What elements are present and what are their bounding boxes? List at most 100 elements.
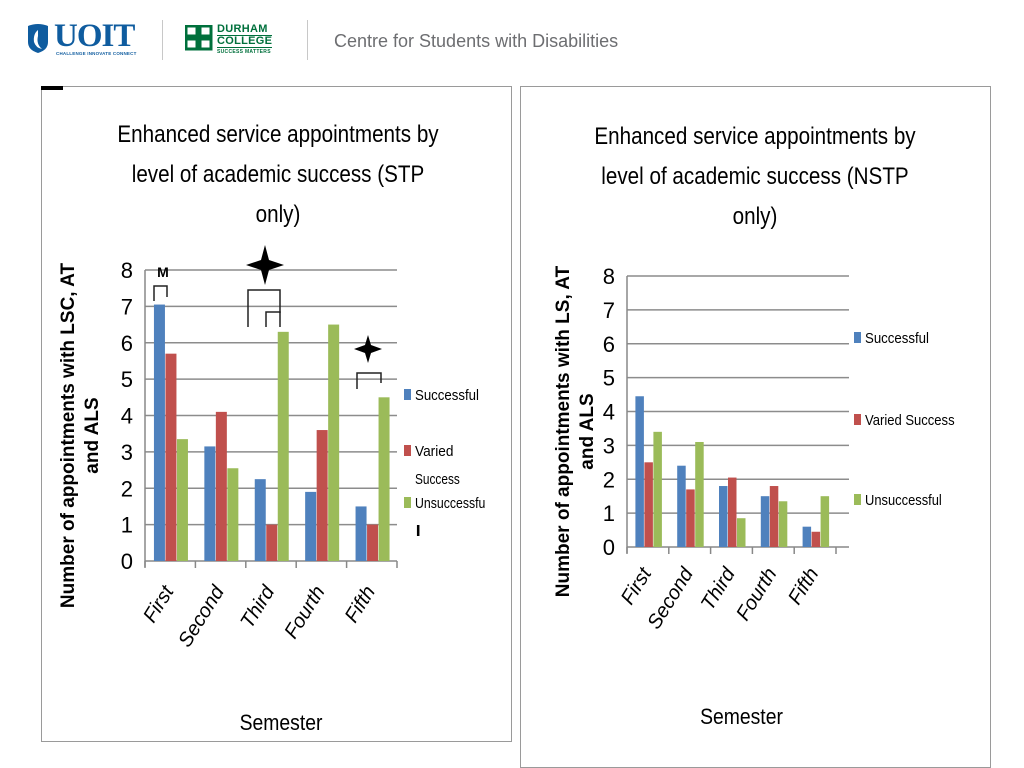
- significance-bracket: [265, 311, 281, 327]
- legend-label: Unsuccessfu: [415, 495, 485, 512]
- x-axis-label: Semester: [700, 705, 783, 729]
- y-tick-label: 6: [603, 332, 615, 357]
- y-axis-label: Number of appointments with LSC, AT: [58, 263, 79, 609]
- chart-panel-nstp: Enhanced service appointments by level o…: [520, 86, 991, 768]
- significance-bracket: [153, 285, 168, 301]
- bar-successful: [254, 479, 266, 561]
- x-tick-label: First: [139, 581, 179, 627]
- y-tick-label: 1: [603, 501, 615, 526]
- uoit-shield-icon: [28, 24, 48, 53]
- y-tick-label: 5: [121, 367, 133, 392]
- bar-unsuccessful: [653, 431, 662, 547]
- bar-successful: [635, 396, 644, 547]
- legend-label: l: [415, 523, 421, 540]
- durham-logo-line2: COLLEGE: [217, 35, 273, 48]
- x-tick-label: Fourth: [280, 582, 329, 643]
- legend-swatch: [404, 389, 411, 400]
- y-tick-label: 3: [121, 440, 133, 465]
- header-title: Centre for Students with Disabilities: [334, 31, 619, 51]
- y-tick-label: 7: [121, 294, 133, 319]
- legend-label: Unsuccessful: [865, 492, 942, 509]
- slide-header: UOIT CHALLENGE INNOVATE CONNECT DURHAM C…: [0, 0, 1024, 84]
- bar-varied: [316, 430, 328, 561]
- bar-varied: [215, 411, 227, 561]
- legend-label: Successful: [865, 330, 929, 347]
- chart-title: Enhanced service appointments by level o…: [106, 115, 450, 235]
- y-axis-label: Number of appointments with LS, AT: [553, 265, 574, 597]
- bar-unsuccessful: [737, 518, 746, 547]
- x-tick-label: Fourth: [732, 564, 781, 625]
- x-tick-label: Fifth: [784, 564, 823, 609]
- bar-successful: [153, 304, 165, 561]
- bar-varied: [367, 524, 379, 561]
- y-tick-label: 2: [603, 467, 615, 492]
- bar-unsuccessful: [778, 501, 788, 547]
- legend-label: Varied Success: [865, 412, 955, 429]
- panel-corner-mark: [41, 86, 63, 90]
- bar-unsuccessful: [820, 496, 830, 547]
- bar-successful: [719, 486, 728, 547]
- bar-successful: [760, 496, 770, 547]
- header-divider: [307, 20, 308, 60]
- legend-label: Varied: [415, 443, 453, 460]
- annotation-label: M: [157, 264, 169, 280]
- bar-unsuccessful: [227, 468, 239, 561]
- bar-varied: [811, 531, 821, 547]
- star-icon: [246, 245, 284, 285]
- y-tick-label: 7: [603, 298, 615, 323]
- legend-swatch: [854, 414, 861, 425]
- bar-varied: [728, 477, 737, 547]
- bar-unsuccessful: [277, 331, 289, 561]
- y-axis-label: and ALS: [577, 393, 598, 469]
- y-tick-label: 3: [603, 433, 615, 458]
- y-tick-label: 8: [121, 258, 133, 283]
- bar-varied: [769, 486, 779, 547]
- chart-title-line: Enhanced service appointments by: [594, 123, 916, 150]
- y-tick-label: 1: [121, 513, 133, 538]
- chart-title-line: level of academic success (NSTP: [601, 163, 909, 190]
- legend-label: Successful: [415, 387, 479, 404]
- uoit-logo-text: UOIT: [54, 18, 135, 54]
- y-tick-label: 0: [603, 535, 615, 560]
- y-tick-label: 8: [603, 264, 615, 289]
- y-tick-label: 5: [603, 366, 615, 391]
- bar-successful: [305, 491, 317, 561]
- star-icon: [354, 335, 382, 363]
- bar-varied: [686, 489, 695, 547]
- chart-title-line: only): [255, 201, 301, 228]
- bar-successful: [204, 446, 216, 561]
- chart-panel-stp: Enhanced service appointments by level o…: [41, 86, 512, 742]
- significance-bracket: [247, 289, 281, 327]
- chart-title-line: Enhanced service appointments by: [117, 121, 439, 148]
- x-tick-label: First: [617, 563, 657, 609]
- header-divider: [162, 20, 163, 60]
- x-tick-label: Third: [697, 563, 740, 614]
- bar-varied: [165, 353, 177, 561]
- uoit-tagline: CHALLENGE INNOVATE CONNECT: [56, 51, 137, 56]
- x-tick-label: Third: [236, 581, 279, 632]
- y-tick-label: 0: [121, 549, 133, 574]
- durham-college-logo: DURHAM COLLEGE SUCCESS MATTERS: [185, 24, 295, 60]
- bar-successful: [677, 465, 686, 547]
- chart-title-line: level of academic success (STP: [131, 161, 425, 188]
- legend-swatch: [404, 497, 411, 508]
- legend-swatch: [404, 445, 411, 456]
- chart-title-line: only): [732, 203, 778, 230]
- y-tick-label: 4: [121, 404, 133, 429]
- bar-unsuccessful: [378, 397, 390, 561]
- significance-bracket: [356, 372, 382, 389]
- durham-emblem-icon: [185, 25, 213, 51]
- durham-logo-line1: DURHAM: [217, 23, 268, 35]
- y-tick-label: 6: [121, 331, 133, 356]
- x-tick-label: Fifth: [341, 582, 380, 627]
- legend-label: Success: [415, 471, 460, 488]
- legend-swatch: [854, 332, 861, 343]
- bar-varied: [266, 524, 278, 561]
- bar-unsuccessful: [328, 324, 340, 561]
- y-tick-label: 2: [121, 476, 133, 501]
- bar-unsuccessful: [176, 439, 188, 561]
- legend-swatch: [854, 494, 861, 505]
- bar-unsuccessful: [695, 441, 704, 547]
- y-axis-label: and ALS: [82, 397, 103, 473]
